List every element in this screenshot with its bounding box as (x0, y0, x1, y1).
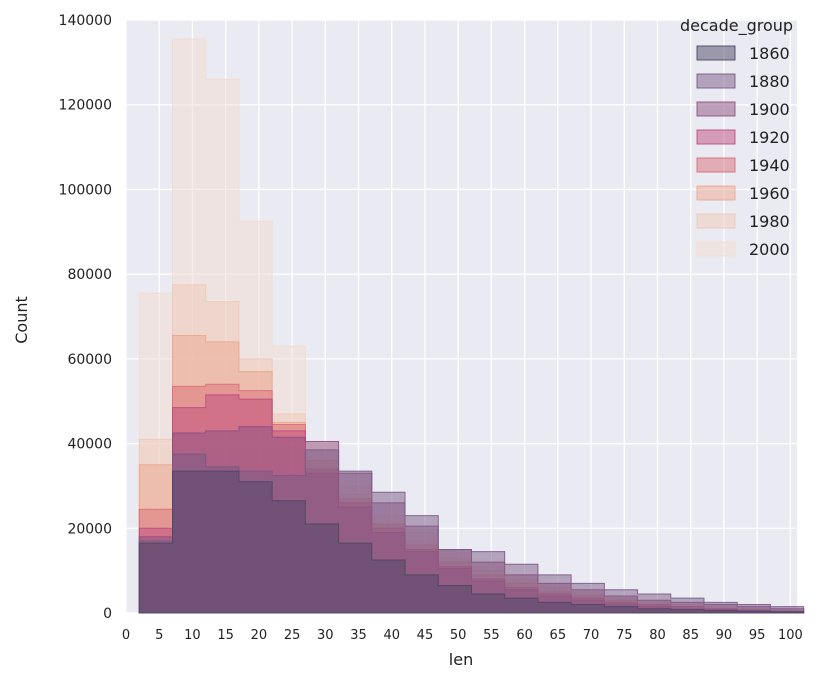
x-tick-label: 85 (682, 628, 699, 643)
y-tick-label: 80000 (67, 267, 112, 283)
legend-label-1960: 1960 (749, 184, 790, 203)
legend-swatch-1880 (696, 73, 736, 89)
histogram-series (138, 38, 805, 614)
x-tick-label: 0 (122, 628, 130, 643)
series-1860 (138, 470, 805, 614)
x-tick-label: 40 (383, 628, 400, 643)
legend-swatch-1960 (696, 185, 736, 201)
x-tick-label: 25 (284, 628, 301, 643)
legend-label-1920: 1920 (749, 128, 790, 147)
x-tick-label: 5 (155, 628, 163, 643)
y-tick-label: 120000 (59, 98, 112, 114)
x-tick-label: 70 (583, 628, 600, 643)
legend-swatch-1900 (696, 101, 736, 117)
x-tick-label: 50 (450, 628, 467, 643)
x-tick-label: 30 (317, 628, 334, 643)
x-tick-label: 80 (649, 628, 666, 643)
x-tick-label: 10 (184, 628, 201, 643)
x-tick-label: 95 (749, 628, 766, 643)
y-tick-label: 40000 (67, 437, 112, 453)
x-tick-label: 60 (516, 628, 533, 643)
legend-label-1880: 1880 (749, 72, 790, 91)
legend-label-1940: 1940 (749, 156, 790, 175)
x-tick-label: 35 (350, 628, 367, 643)
y-tick-label: 60000 (67, 352, 112, 368)
legend-label-1980: 1980 (749, 212, 790, 231)
x-tick-label: 45 (417, 628, 434, 643)
legend-label-1860: 1860 (749, 44, 790, 63)
x-tick-label: 15 (217, 628, 234, 643)
y-axis-title: Count (12, 296, 31, 344)
x-tick-label: 100 (778, 628, 803, 643)
legend-swatch-1920 (696, 129, 736, 145)
legend: decade_group 1860 1880 1900 1920 1940 1960 198… (680, 16, 793, 259)
x-tick-label: 20 (251, 628, 268, 643)
x-axis-title: len (449, 650, 473, 669)
y-tick-label: 100000 (59, 182, 112, 198)
y-tick-label: 20000 (67, 521, 112, 537)
x-axis-ticks: 0 5 10 15 20 25 30 35 40 45 50 55 60 65 70 75 80 85 90 95 10… (122, 628, 803, 643)
x-tick-label: 65 (550, 628, 567, 643)
series-area-1860 (138, 470, 805, 614)
x-tick-label: 75 (616, 628, 633, 643)
legend-swatch-1940 (696, 157, 736, 173)
legend-swatch-1980 (696, 213, 736, 229)
y-tick-label: 0 (103, 606, 112, 622)
legend-label-1900: 1900 (749, 100, 790, 119)
legend-swatch-2000 (696, 241, 736, 257)
y-tick-label: 140000 (59, 13, 112, 29)
legend-label-2000: 2000 (749, 240, 790, 259)
y-axis-ticks: 0 20000 40000 60000 80000 100000 120000 140000 (59, 13, 112, 622)
legend-title: decade_group (680, 16, 793, 36)
x-tick-label: 55 (483, 628, 500, 643)
x-tick-label: 90 (716, 628, 733, 643)
legend-swatch-1860 (696, 45, 736, 61)
